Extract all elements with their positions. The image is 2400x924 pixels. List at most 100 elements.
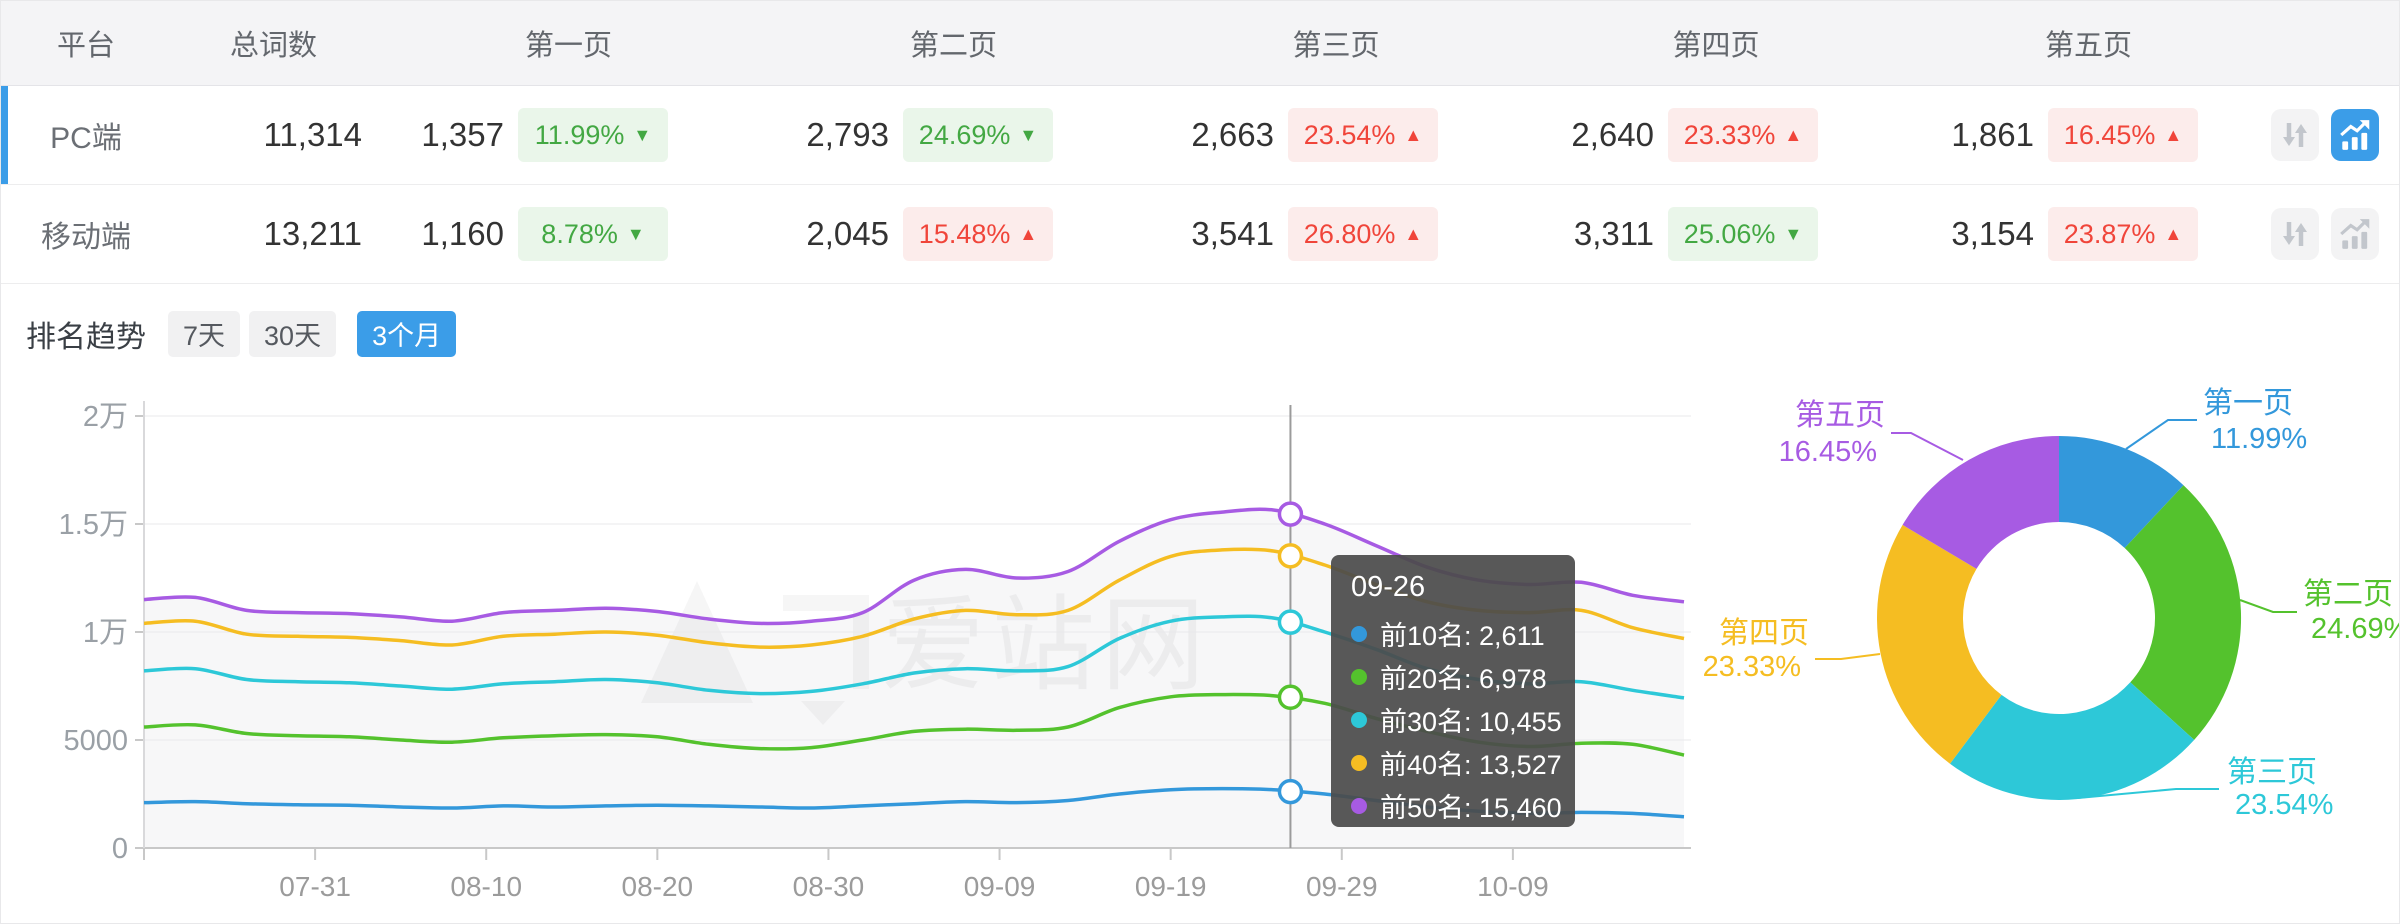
percent-badge: 23.87% ▲ [2048,207,2198,261]
percent-badge: 23.54% ▲ [1288,108,1438,162]
page-2-cell: 2,793 24.69% ▼ [761,108,1146,162]
page-4-cell: 3,311 25.06% ▼ [1526,207,1906,261]
donut-label-percent: 24.69% [2311,613,2400,645]
percent-badge: 16.45% ▲ [2048,108,2198,162]
arrow-down-icon: ▼ [633,125,652,145]
page-count: 1,160 [421,215,504,252]
x-axis-label: 09-19 [1135,871,1207,902]
platform-label: PC端 [50,122,122,155]
x-axis-label: 10-09 [1477,871,1549,902]
tab-range-3个月[interactable]: 3个月 [357,310,457,357]
arrow-up-icon: ▲ [1784,125,1803,145]
tooltip-series-value: 前50名: 15,460 [1380,793,1562,823]
sort-compare-button[interactable] [2271,109,2319,161]
donut-slice-第三页[interactable] [1950,682,2195,800]
percent-value: 16.45% [2063,119,2156,150]
sort-arrows-icon [2283,222,2307,246]
tooltip-row: 前30名: 10,455 [1351,698,1575,741]
tab-range-30天[interactable]: 30天 [249,310,337,357]
series-dot-icon [1351,711,1367,728]
arrow-up-icon: ▲ [1404,224,1423,244]
percent-badge: 15.48% ▲ [903,207,1053,261]
charts-area: 09-26 前10名: 2,611 前20名: 6,978 前30名: 10,455… [1,383,2400,923]
table-row-2[interactable]: 移动端 13,211 1,160 8.78% ▼ 2,045 15.48% ▲ 3,541 26.… [1,185,2399,284]
trend-title: 排名趋势 [26,320,146,354]
donut-slice-第五页[interactable] [1902,435,2059,569]
arrow-down-icon: ▼ [1019,125,1038,145]
label-leader-line [1891,432,1964,461]
percent-value: 23.33% [1683,119,1776,150]
platform-label: 移动端 [41,221,131,254]
column-header-6: 第四页 [1672,30,1760,62]
y-axis-label: 2万 [83,401,128,433]
page-count: 1,861 [1951,116,2034,153]
percent-badge: 26.80% ▲ [1288,207,1438,261]
table-row-1[interactable]: PC端 11,314 1,357 11.99% ▼ 2,793 24.69% ▼ 2,663 23… [1,86,2399,185]
label-leader-line [2077,788,2219,799]
total-words-value: 13,211 [263,215,362,252]
plot-area-fill [144,509,1684,848]
hover-marker [1277,609,1304,635]
table-body: PC端 11,314 1,357 11.99% ▼ 2,793 24.69% ▼ 2,663 23… [1,86,2399,284]
tooltip-row: 前10名: 2,611 [1351,612,1575,655]
page-count: 3,311 [1573,215,1654,252]
arrow-up-icon: ▲ [2164,224,2183,244]
column-header-4: 第二页 [909,30,997,62]
column-header-5: 第三页 [1292,30,1380,62]
trend-toolbar: 排名趋势 7天 30天 3个月 [1,284,2399,383]
donut-label-name: 第一页 [2203,387,2293,420]
tooltip-series-value: 前30名: 10,455 [1380,707,1562,737]
page-3-cell: 3,541 26.80% ▲ [1146,207,1526,261]
column-header-2: 总词数 [229,30,317,62]
page-count: 1,357 [421,116,504,153]
y-axis-label: 1万 [83,617,128,649]
tooltip-row: 前40名: 13,527 [1351,741,1575,784]
sort-compare-button[interactable] [2271,208,2319,260]
tooltip-series-value: 前10名: 2,611 [1380,621,1545,651]
hover-marker [1277,501,1304,527]
page-count: 2,663 [1191,116,1274,153]
percent-badge: 8.78% ▼ [518,207,668,261]
page-count: 3,541 [1191,215,1274,252]
sort-arrows-icon [2283,123,2307,147]
percent-value: 23.54% [1303,119,1396,150]
percent-value: 26.80% [1303,218,1396,249]
page-2-cell: 2,045 15.48% ▲ [761,207,1146,261]
row-actions [2271,208,2399,260]
donut-slice-第一页[interactable] [2059,436,2184,548]
hover-marker [1277,543,1304,569]
donut-slice-第四页[interactable] [1877,524,2002,764]
label-leader-line [1815,653,1881,660]
show-trend-chart-button[interactable] [2331,208,2379,260]
series-dot-icon [1351,797,1367,814]
label-leader-line [2125,419,2197,450]
page-count: 3,154 [1951,215,2034,252]
donut-label-percent: 23.54% [2235,789,2333,821]
page-5-cell: 1,861 16.45% ▲ [1906,108,2271,162]
x-axis-label: 08-30 [793,871,865,902]
donut-slice-第二页[interactable] [2124,485,2242,740]
page-count: 2,045 [806,215,889,252]
trend-chart-icon [2340,120,2370,150]
donut-label-percent: 16.45% [1779,436,1877,468]
page-1-cell: 1,160 8.78% ▼ [376,207,761,261]
total-words-value: 11,314 [263,116,362,153]
percent-value: 15.48% [918,218,1011,249]
percent-badge: 24.69% ▼ [903,108,1053,162]
watermark-logo: 爱站网 [881,588,1205,704]
show-trend-chart-button[interactable] [2331,109,2379,161]
trend-range-tabs: 7天 30天 3个月 [168,310,457,357]
hover-marker [1277,778,1304,805]
donut-label-name: 第三页 [2227,756,2317,789]
selected-row-accent [1,86,8,184]
page-count: 2,640 [1571,116,1654,153]
tab-range-7天[interactable]: 7天 [168,310,241,357]
page-count: 2,793 [806,116,889,153]
percent-value: 24.69% [918,119,1011,150]
series-dot-icon [1351,754,1367,771]
percent-value: 8.78% [541,218,618,249]
percent-badge: 11.99% ▼ [518,108,668,162]
y-axis-label: 0 [112,833,128,865]
percent-badge: 23.33% ▲ [1668,108,1818,162]
tooltip-date: 09-26 [1351,571,1426,603]
